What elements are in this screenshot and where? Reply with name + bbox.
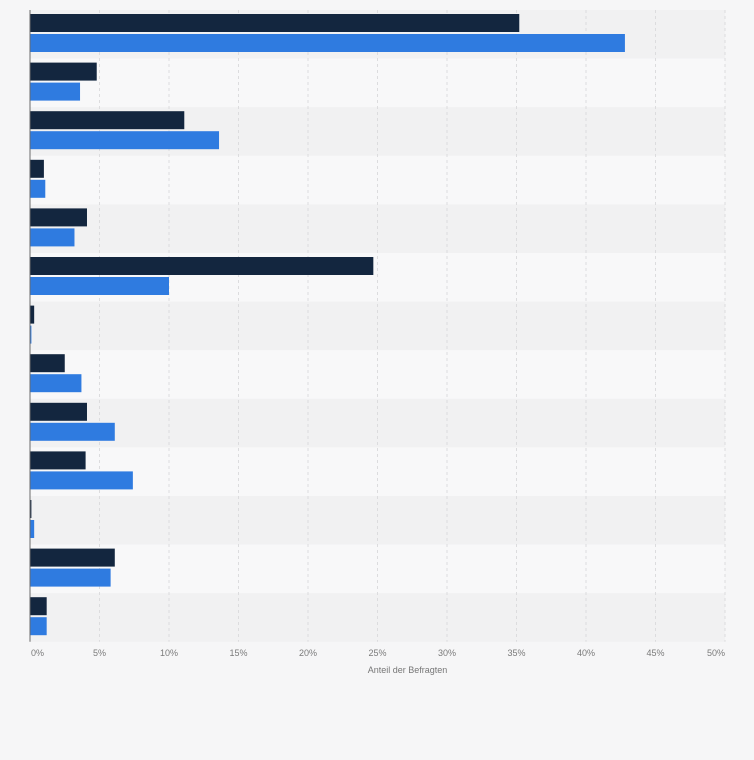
bar-series-2	[30, 422, 115, 441]
bar-series-2	[30, 82, 81, 101]
bar-series-1	[30, 208, 87, 227]
x-tick-label: 35%	[507, 648, 525, 658]
bar-series-1	[30, 548, 115, 567]
bar-series-2	[30, 471, 133, 490]
bar-series-1	[30, 14, 520, 32]
bar-series-1	[30, 305, 35, 324]
x-tick-label: 50%	[707, 648, 725, 658]
x-axis-title: Anteil der Befragten	[368, 665, 448, 675]
bar-series-2	[30, 277, 169, 295]
x-tick-label: 20%	[299, 648, 317, 658]
bar-series-2	[30, 179, 46, 198]
x-tick-label: 40%	[577, 648, 595, 658]
row-band	[30, 350, 725, 399]
x-tick-label: 25%	[368, 648, 386, 658]
bar-series-1	[30, 354, 65, 373]
bar-series-1	[30, 159, 44, 178]
bar-series-2	[30, 34, 625, 52]
bar-series-2	[30, 131, 220, 150]
x-tick-label: 15%	[229, 648, 247, 658]
bar-series-1	[30, 597, 47, 616]
bar-series-1	[30, 111, 185, 130]
x-tick-label: 10%	[160, 648, 178, 658]
bar-series-2	[30, 520, 35, 538]
bar-series-2	[30, 228, 75, 247]
x-tick-label: 5%	[93, 648, 106, 658]
bars	[30, 14, 625, 636]
x-tick-label: 45%	[646, 648, 664, 658]
bar-series-1	[30, 402, 87, 421]
x-tick-labels: 0% 5% 10% 15% 20% 25% 30% 35% 40% 45% 50%	[31, 648, 725, 658]
bar-series-2	[30, 568, 111, 587]
x-tick-label: 0%	[31, 648, 44, 658]
bar-series-1	[30, 500, 32, 518]
row-bands	[30, 10, 725, 642]
bar-series-2	[30, 374, 82, 393]
bar-series-2	[30, 325, 32, 344]
bar-series-2	[30, 617, 47, 636]
bar-series-1	[30, 257, 374, 275]
x-tick-label: 30%	[438, 648, 456, 658]
bar-series-1	[30, 451, 86, 470]
bar-series-1	[30, 62, 97, 81]
